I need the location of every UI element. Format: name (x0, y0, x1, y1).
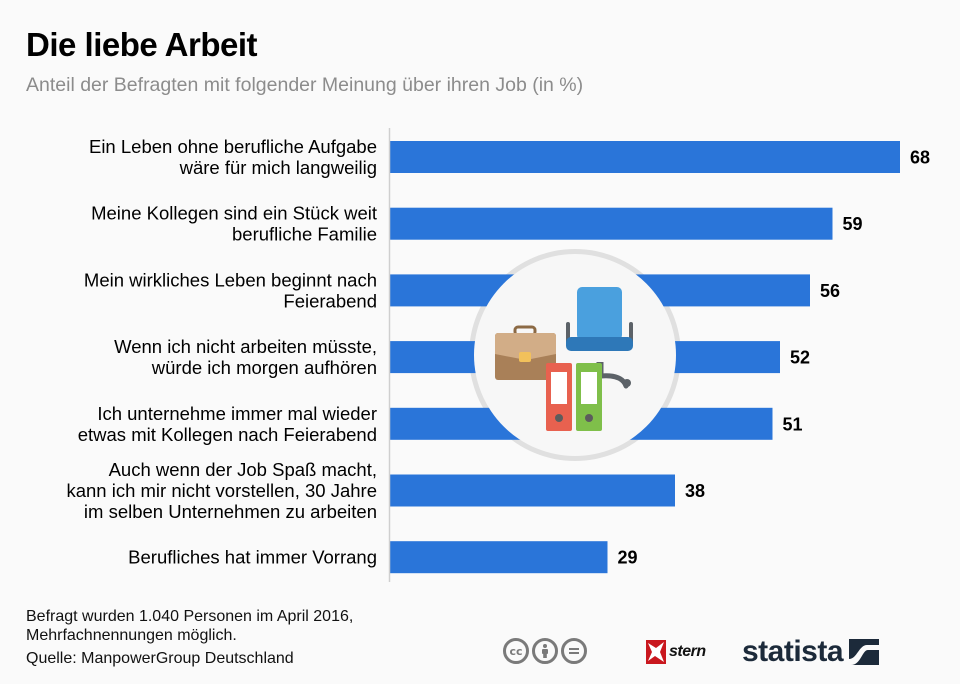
value-label: 56 (820, 281, 840, 301)
briefcase-icon (495, 325, 556, 380)
stern-wordmark: stern (669, 643, 706, 660)
category-label-line: würde ich morgen aufhören (151, 357, 377, 378)
category-label-line: Meine Kollegen sind ein Stück weit (91, 203, 377, 224)
chart-title: Die liebe Arbeit (26, 26, 258, 63)
category-label-line: Wenn ich nicht arbeiten müsste, (114, 336, 377, 357)
category-label: Wenn ich nicht arbeiten müsste, würde ich… (114, 336, 377, 378)
value-label: 68 (910, 148, 930, 168)
bar-chart: 68 Ein Leben ohne berufliche Aufgabe wäre … (66, 128, 930, 582)
category-label-line: berufliche Familie (232, 224, 377, 245)
category-label: Berufliches hat immer Vorrang (128, 547, 377, 568)
stern-star-icon (646, 640, 666, 664)
source-label: Quelle: ManpowerGroup Deutschland (26, 650, 294, 667)
footer-note-line: Mehrfachnennungen möglich. (26, 627, 237, 644)
category-label-line: Feierabend (283, 290, 377, 311)
statista-wordmark: statista (742, 635, 844, 668)
footer-note: Befragt wurden 1.040 Personen im April 2… (26, 607, 353, 645)
footer-note-line: Befragt wurden 1.040 Personen im April 2… (26, 608, 354, 625)
illustration-circle (474, 254, 676, 456)
category-label-line: wäre für mich langweilig (179, 157, 377, 178)
cc-icon[interactable]: cc (503, 638, 529, 664)
license-icons[interactable]: cc (503, 638, 587, 664)
office-chair-icon (566, 287, 633, 389)
statista-mark-icon (849, 639, 880, 665)
category-label-line: Mein wirkliches Leben beginnt nach (84, 269, 377, 290)
bar (390, 141, 900, 173)
value-label: 52 (790, 348, 810, 368)
category-label: Ein Leben ohne berufliche Aufgabe wäre fü… (89, 136, 377, 178)
by-icon[interactable] (532, 638, 558, 664)
category-label-line: Ein Leben ohne berufliche Aufgabe (89, 136, 377, 157)
category-label-line: Auch wenn der Job Spaß macht, (109, 459, 377, 480)
bar (390, 207, 833, 240)
category-label-line: im selben Unternehmen zu arbeiten (84, 501, 377, 522)
category-label-line: Berufliches hat immer Vorrang (128, 547, 377, 568)
bar (390, 474, 675, 507)
category-label: Mein wirkliches Leben beginnt nach Feiera… (84, 269, 377, 311)
category-label-line: etwas mit Kollegen nach Feierabend (78, 424, 377, 445)
category-label: Auch wenn der Job Spaß macht, kann ich mi… (66, 459, 377, 522)
stern-logo[interactable]: stern (646, 640, 706, 664)
category-label: Meine Kollegen sind ein Stück weit berufl… (91, 203, 377, 245)
value-label: 38 (685, 481, 705, 501)
category-label: Ich unternehme immer mal wieder etwas mit… (78, 403, 377, 445)
nd-icon[interactable] (561, 638, 587, 664)
bar (390, 541, 608, 574)
statista-logo[interactable]: statista (742, 635, 880, 669)
red-folder-icon (546, 363, 572, 431)
chart-subtitle: Anteil der Befragten mit folgender Meinu… (26, 74, 584, 96)
value-label: 29 (618, 548, 638, 568)
category-label-line: Ich unternehme immer mal wieder (97, 403, 377, 424)
value-label: 59 (843, 214, 863, 234)
value-label: 51 (783, 414, 803, 434)
category-label-line: kann ich mir nicht vorstellen, 30 Jahre (66, 480, 377, 501)
green-folder-icon (576, 363, 602, 431)
